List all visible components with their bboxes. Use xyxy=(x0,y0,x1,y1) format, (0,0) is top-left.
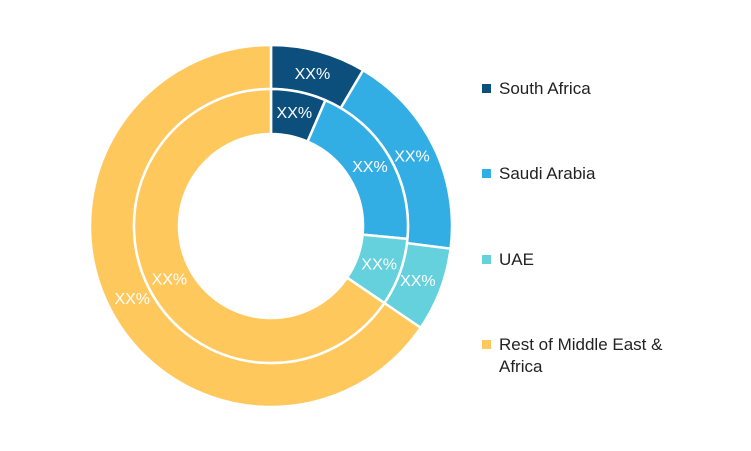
legend-label: UAE xyxy=(499,250,534,269)
legend-label: Saudi Arabia xyxy=(499,164,596,183)
legend-item-rest-of-mea: Rest of Middle East & Africa xyxy=(482,334,669,378)
inner-ring-label-south-africa: XX% xyxy=(277,105,313,122)
legend-item-uae: UAE xyxy=(482,249,669,271)
legend-item-south-africa: South Africa xyxy=(482,78,669,100)
legend-item-saudi-arabia: Saudi Arabia xyxy=(482,163,669,185)
legend-swatch xyxy=(482,84,491,93)
legend-label: South Africa xyxy=(499,79,591,98)
inner-ring-slice-rest-of-middle-east-africa xyxy=(132,87,386,365)
outer-ring-label-uae: XX% xyxy=(400,273,436,290)
inner-ring-label-uae: XX% xyxy=(361,256,397,273)
outer-ring-label-saudi-arabia: XX% xyxy=(394,148,430,165)
inner-ring-label-saudi-arabia: XX% xyxy=(352,159,388,176)
inner-ring-label-rest-of-middle-east-africa: XX% xyxy=(152,271,188,288)
outer-ring-label-south-africa: XX% xyxy=(295,66,331,83)
outer-ring-label-rest-of-middle-east-africa: XX% xyxy=(114,291,150,308)
legend-swatch xyxy=(482,169,491,178)
legend-swatch xyxy=(482,340,491,349)
legend-label: Rest of Middle East & Africa xyxy=(499,335,663,376)
legend-swatch xyxy=(482,255,491,264)
